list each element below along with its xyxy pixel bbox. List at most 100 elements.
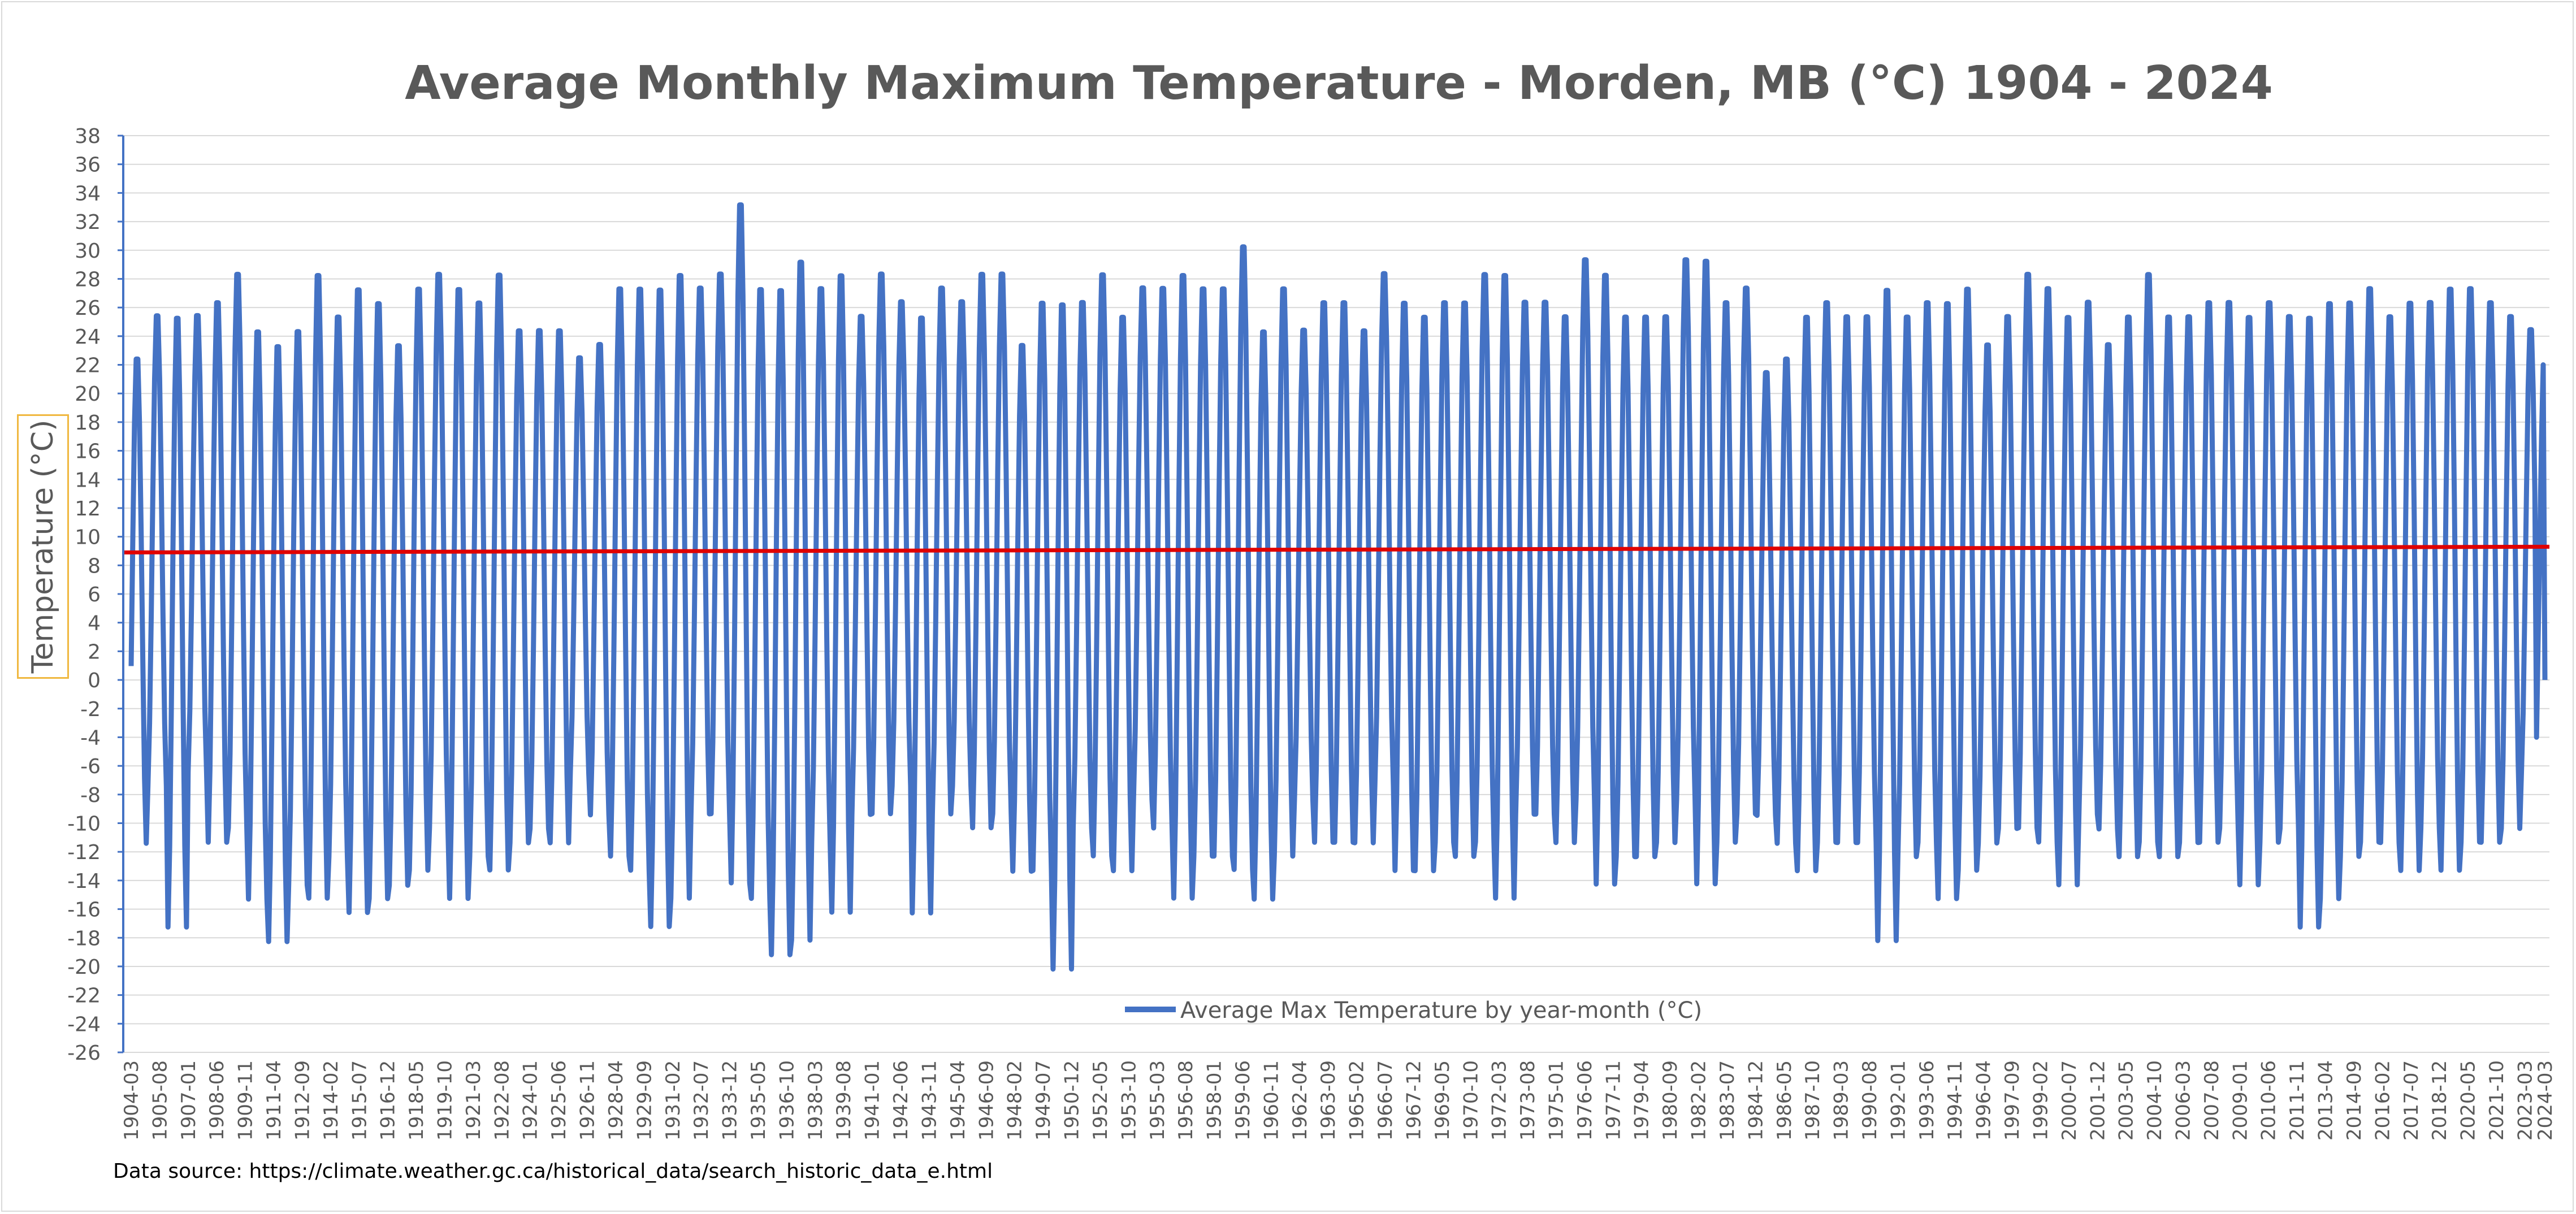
y-tick-label: 0	[88, 669, 101, 692]
x-tick-label: 1916-12	[377, 1060, 400, 1141]
y-tick-label: 24	[75, 326, 101, 349]
x-tick-label: 1919-10	[434, 1060, 457, 1141]
x-tick-label: 1921-03	[462, 1060, 485, 1141]
x-tick-label: 1933-12	[719, 1060, 742, 1141]
x-axis-ticks: 1904-03 1905-08 1907-01 1908-06 1909-11 1911-…	[120, 1060, 2557, 1141]
x-tick-label: 1976-06	[1574, 1060, 1596, 1141]
y-tick-label: 26	[75, 297, 101, 320]
x-tick-label: 1970-10	[1460, 1060, 1482, 1141]
x-tick-label: 1924-01	[519, 1060, 542, 1141]
y-tick-label: 28	[75, 268, 101, 291]
y-tick-label: 16	[75, 440, 101, 463]
y-tick-label: 18	[75, 411, 101, 435]
x-tick-label: 1943-11	[919, 1060, 941, 1141]
x-tick-label: 1977-11	[1602, 1060, 1625, 1141]
x-tick-label: 2014-09	[2343, 1060, 2366, 1141]
x-tick-label: 1982-02	[1688, 1060, 1711, 1141]
y-tick-label: -22	[67, 985, 101, 1008]
x-tick-label: 1929-09	[633, 1060, 656, 1141]
x-tick-label: 1953-10	[1118, 1060, 1140, 1141]
x-tick-label: 1928-04	[605, 1060, 627, 1141]
x-tick-label: 1941-01	[861, 1060, 884, 1141]
y-tick-label: -20	[67, 956, 101, 979]
x-tick-label: 1983-07	[1716, 1060, 1739, 1141]
y-tick-label: -4	[80, 726, 101, 749]
x-tick-label: 2007-08	[2201, 1060, 2223, 1141]
x-tick-label: 1992-01	[1887, 1060, 1910, 1141]
y-axis-label-box	[17, 414, 69, 679]
y-tick-label: 30	[75, 240, 101, 263]
y-tick-label: 38	[75, 125, 101, 148]
x-tick-label: 1958-01	[1203, 1060, 1226, 1141]
x-tick-label: 2009-01	[2229, 1060, 2252, 1141]
x-tick-label: 1948-02	[1004, 1060, 1027, 1141]
x-tick-label: 1987-10	[1802, 1060, 1824, 1141]
x-tick-label: 2003-05	[2115, 1060, 2138, 1141]
x-tick-label: 1935-05	[747, 1060, 770, 1141]
y-axis-ticks: -26-24-22-20-18-16-14-12-10-8-6-4-202468…	[67, 125, 123, 1065]
y-tick-label: -2	[80, 698, 101, 721]
chart-title: Average Monthly Maximum Temperature - Mo…	[405, 57, 2273, 110]
x-tick-label: 1975-01	[1545, 1060, 1568, 1141]
series-line-temperature	[128, 202, 2548, 972]
x-tick-label: 1980-09	[1659, 1060, 1682, 1141]
x-tick-label: 1996-04	[1973, 1060, 1995, 1141]
x-tick-label: 1926-11	[577, 1060, 599, 1141]
x-tick-label: 1979-04	[1631, 1060, 1653, 1141]
y-tick-label: 12	[75, 497, 101, 521]
x-tick-label: 1912-09	[292, 1060, 314, 1141]
x-tick-label: 1918-05	[405, 1060, 428, 1141]
x-tick-label: 1997-09	[2001, 1060, 2024, 1141]
x-tick-label: 1905-08	[149, 1060, 171, 1141]
x-tick-label: 1973-08	[1517, 1060, 1539, 1141]
x-tick-label: 2018-12	[2428, 1060, 2451, 1141]
y-tick-label: -10	[67, 813, 101, 836]
x-tick-label: 1925-06	[548, 1060, 570, 1141]
data-source-note: Data source: https://climate.weather.gc.…	[113, 1160, 993, 1183]
x-tick-label: 2000-07	[2058, 1060, 2081, 1141]
y-tick-label: -8	[80, 784, 101, 807]
x-tick-label: 1967-12	[1402, 1060, 1425, 1141]
x-tick-label: 1972-03	[1488, 1060, 1511, 1141]
x-tick-label: 1945-04	[947, 1060, 969, 1141]
legend: Average Max Temperature by year-month (°…	[1125, 998, 1702, 1024]
y-tick-label: 32	[75, 211, 101, 234]
x-tick-label: 1938-03	[804, 1060, 827, 1141]
x-tick-label: 1994-11	[1944, 1060, 1967, 1141]
x-tick-label: 2011-11	[2286, 1060, 2309, 1141]
y-tick-label: 36	[75, 154, 101, 177]
y-tick-label: 10	[75, 526, 101, 549]
y-tick-label: -26	[67, 1042, 101, 1065]
x-tick-label: 1932-07	[690, 1060, 713, 1141]
x-tick-label: 1942-06	[890, 1060, 912, 1141]
x-tick-label: 1922-08	[491, 1060, 513, 1141]
x-tick-label: 1949-07	[1032, 1060, 1055, 1141]
x-tick-label: 1962-04	[1289, 1060, 1311, 1141]
x-tick-label: 1952-05	[1089, 1060, 1112, 1141]
x-tick-label: 1993-06	[1916, 1060, 1938, 1141]
x-tick-label: 1915-07	[348, 1060, 371, 1141]
x-tick-label: 1931-02	[662, 1060, 685, 1141]
x-tick-label: 1909-11	[235, 1060, 257, 1141]
x-tick-label: 2023-03	[2514, 1060, 2536, 1141]
x-tick-label: 1904-03	[120, 1060, 143, 1141]
y-tick-label: -12	[67, 841, 101, 864]
x-tick-label: 1969-05	[1431, 1060, 1454, 1141]
x-tick-label: 2010-06	[2258, 1060, 2280, 1141]
x-tick-label: 1911-04	[263, 1060, 285, 1141]
y-tick-label: 14	[75, 469, 101, 492]
x-tick-label: 1955-03	[1146, 1060, 1169, 1141]
y-tick-label: 6	[88, 583, 101, 606]
x-tick-label: 2024-03	[2534, 1060, 2557, 1141]
y-tick-label: -14	[67, 870, 101, 893]
x-tick-label: 1999-02	[2030, 1060, 2053, 1141]
x-tick-label: 2016-02	[2371, 1060, 2394, 1141]
legend-label: Average Max Temperature by year-month (°…	[1180, 998, 1702, 1024]
x-tick-label: 2017-07	[2400, 1060, 2423, 1141]
x-tick-label: 2006-03	[2172, 1060, 2195, 1141]
x-tick-label: 1986-05	[1773, 1060, 1796, 1141]
x-tick-label: 2021-10	[2486, 1060, 2508, 1141]
x-tick-label: 1984-12	[1744, 1060, 1767, 1141]
y-tick-label: 4	[88, 612, 101, 635]
y-tick-label: -6	[80, 755, 101, 778]
